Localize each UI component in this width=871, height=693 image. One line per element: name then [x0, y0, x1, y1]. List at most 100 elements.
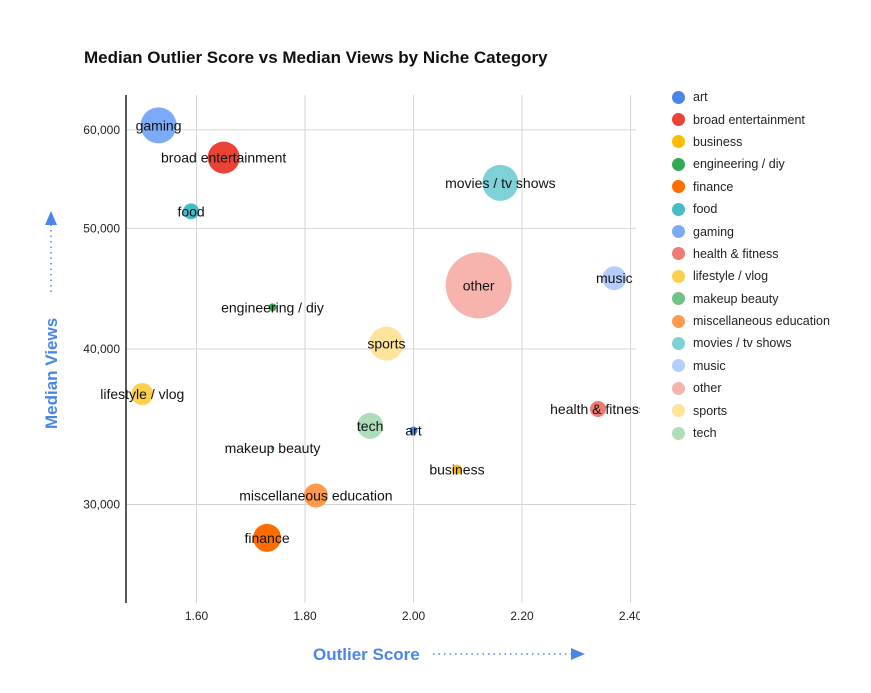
x-tick-label: 1.80	[293, 609, 317, 623]
bubble	[183, 203, 200, 220]
bubble	[482, 164, 519, 201]
y-axis-title: Median Views	[42, 318, 61, 429]
legend-swatch	[672, 269, 685, 283]
bubble	[268, 303, 277, 312]
legend-swatch	[672, 180, 685, 194]
bubble-labels: art broad entertainment business engineerin…	[100, 117, 640, 546]
y-tick-label: 40,000	[83, 342, 120, 356]
bubble-label: art	[405, 423, 421, 439]
legend-swatch	[672, 336, 685, 350]
bubble	[357, 412, 384, 439]
bubble-label: engineering / diy	[221, 299, 324, 315]
legend-item: broad entertainment	[672, 108, 830, 130]
legend-item: music	[672, 355, 830, 377]
grid-lines	[126, 95, 636, 603]
bubble-label: food	[177, 203, 204, 219]
bubble	[409, 426, 418, 435]
bubbles	[131, 107, 627, 552]
bubble-label: tech	[357, 418, 383, 434]
legend-swatch	[672, 404, 685, 418]
legend-label: sports	[693, 403, 728, 418]
legend-swatch	[672, 135, 685, 149]
bubble-label: broad entertainment	[161, 150, 286, 166]
legend-label: tech	[693, 426, 717, 441]
bubble	[131, 383, 154, 406]
y-tick-label: 60,000	[83, 123, 120, 137]
legend: art broad entertainment business engineerin…	[672, 86, 830, 444]
bubble-label: gaming	[136, 117, 182, 133]
x-tick-label: 2.20	[510, 609, 534, 623]
bubble	[207, 141, 240, 174]
legend-item: other	[672, 377, 830, 399]
legend-swatch	[672, 314, 685, 328]
bubble-label: finance	[244, 530, 289, 546]
legend-item: sports	[672, 399, 830, 421]
legend-label: engineering / diy	[693, 157, 785, 172]
x-axis-title: Outlier Score	[313, 645, 420, 664]
y-tick-label: 30,000	[83, 497, 120, 511]
x-tick-label: 2.00	[402, 609, 426, 623]
legend-item: miscellaneous education	[672, 310, 830, 332]
legend-swatch	[672, 225, 685, 239]
legend-item: gaming	[672, 220, 830, 242]
legend-item: business	[672, 131, 830, 153]
legend-label: music	[693, 358, 726, 373]
legend-swatch	[672, 292, 685, 306]
bubble	[590, 400, 607, 417]
legend-swatch	[672, 359, 685, 373]
axis-titles: Outlier Score Median Views	[42, 318, 420, 664]
bubble	[303, 483, 328, 508]
bubble-label: sports	[367, 336, 405, 352]
legend-item: health & fitness	[672, 243, 830, 265]
bubble	[451, 464, 462, 475]
legend-item: art	[672, 86, 830, 108]
bubble-label: movies / tv shows	[445, 175, 555, 191]
bubble-label: makeup beauty	[225, 440, 321, 456]
scatter-plot: 1.60 1.80 2.00 2.20 2.40 30,000 40,000 50,000 60…	[42, 95, 640, 664]
legend-swatch	[672, 247, 685, 261]
bubble	[253, 523, 282, 552]
bubble	[369, 326, 404, 361]
legend-label: business	[693, 134, 743, 149]
bubble-label: lifestyle / vlog	[100, 386, 184, 402]
bubble-label: other	[463, 277, 495, 293]
legend-label: health & fitness	[693, 246, 779, 261]
legend-label: food	[693, 202, 718, 217]
bubble-label: business	[429, 462, 484, 478]
legend-label: art	[693, 90, 708, 105]
legend-swatch	[672, 426, 685, 440]
legend-item: lifestyle / vlog	[672, 265, 830, 287]
legend-label: gaming	[693, 224, 734, 239]
axes	[45, 95, 585, 660]
legend-swatch	[672, 157, 685, 171]
bubble	[445, 252, 512, 319]
bubble-label: health & fitness	[550, 401, 640, 417]
chart-title: Median Outlier Score vs Median Views by …	[84, 48, 548, 67]
y-tick-label: 50,000	[83, 221, 120, 235]
legend-label: movies / tv shows	[693, 336, 792, 351]
x-tick-label: 1.60	[185, 609, 209, 623]
legend-label: miscellaneous education	[693, 314, 830, 329]
legend-swatch	[672, 90, 685, 104]
legend-item: makeup beauty	[672, 288, 830, 310]
bubble	[140, 107, 177, 144]
legend-label: makeup beauty	[693, 291, 779, 306]
legend-label: other	[693, 381, 722, 396]
legend-item: tech	[672, 422, 830, 444]
legend-swatch	[672, 113, 685, 127]
bubble-label: miscellaneous education	[239, 488, 392, 504]
tick-labels: 1.60 1.80 2.00 2.20 2.40 30,000 40,000 50,000 60…	[83, 123, 640, 623]
legend-swatch	[672, 202, 685, 216]
y-axis-arrow-head	[45, 211, 57, 225]
bubble	[270, 446, 275, 451]
legend-item: movies / tv shows	[672, 332, 830, 354]
legend-item: food	[672, 198, 830, 220]
legend-label: finance	[693, 179, 734, 194]
bubble-label: music	[596, 270, 633, 286]
legend-label: broad entertainment	[693, 112, 805, 127]
legend-item: finance	[672, 176, 830, 198]
legend-label: lifestyle / vlog	[693, 269, 769, 284]
x-tick-label: 2.40	[619, 609, 640, 623]
x-axis-arrow-head	[571, 648, 585, 660]
legend-item: engineering / diy	[672, 153, 830, 175]
